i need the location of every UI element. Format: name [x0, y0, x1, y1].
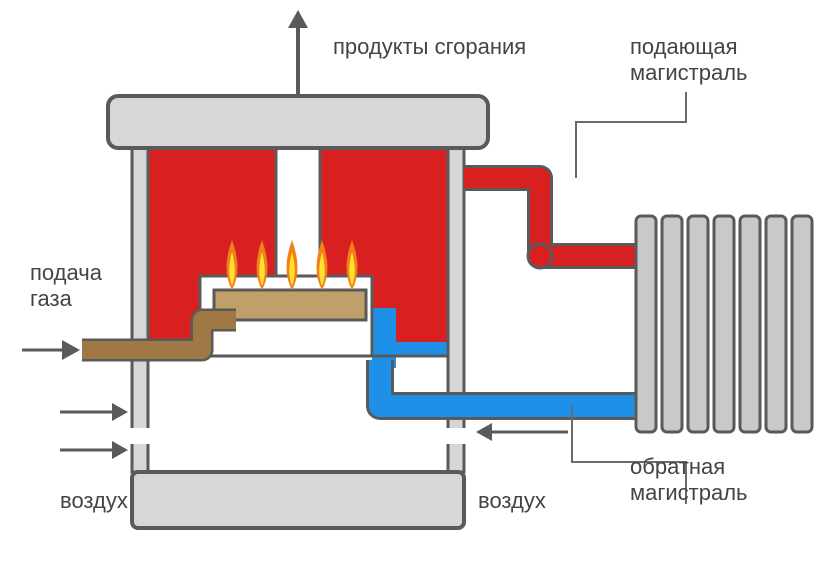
label-exhaust: продукты сгорания: [333, 34, 526, 60]
label-return: обратная магистраль: [630, 454, 748, 507]
radiator: [636, 216, 812, 432]
radiator-fin: [636, 216, 656, 432]
radiator-fin: [792, 216, 812, 432]
radiator-fin: [714, 216, 734, 432]
boiler-lid: [108, 96, 488, 148]
label-air-right: воздух: [478, 488, 546, 514]
cold-water-bottom: [372, 342, 448, 356]
chimney-duct: [276, 148, 320, 278]
radiator-fin: [740, 216, 760, 432]
cold-water-inlet-zone: [372, 308, 396, 368]
supply-fitting: [528, 244, 552, 268]
radiator-fin: [688, 216, 708, 432]
boiler-base: [132, 472, 464, 528]
burner-bar: [214, 290, 366, 320]
label-supply: подающая магистраль: [630, 34, 748, 87]
label-gas: подача газа: [30, 260, 102, 313]
boiler-left-wall: [132, 148, 148, 472]
diagram-root: продукты сгорания подающая магистраль об…: [0, 0, 830, 574]
radiator-fin: [766, 216, 786, 432]
air-inlet-right: [446, 428, 466, 444]
boiler-right-wall: [448, 148, 464, 472]
air-inlet-left: [130, 428, 150, 444]
radiator-fin: [662, 216, 682, 432]
lead-line-supply: [576, 92, 686, 178]
label-air-left: воздух: [60, 488, 128, 514]
